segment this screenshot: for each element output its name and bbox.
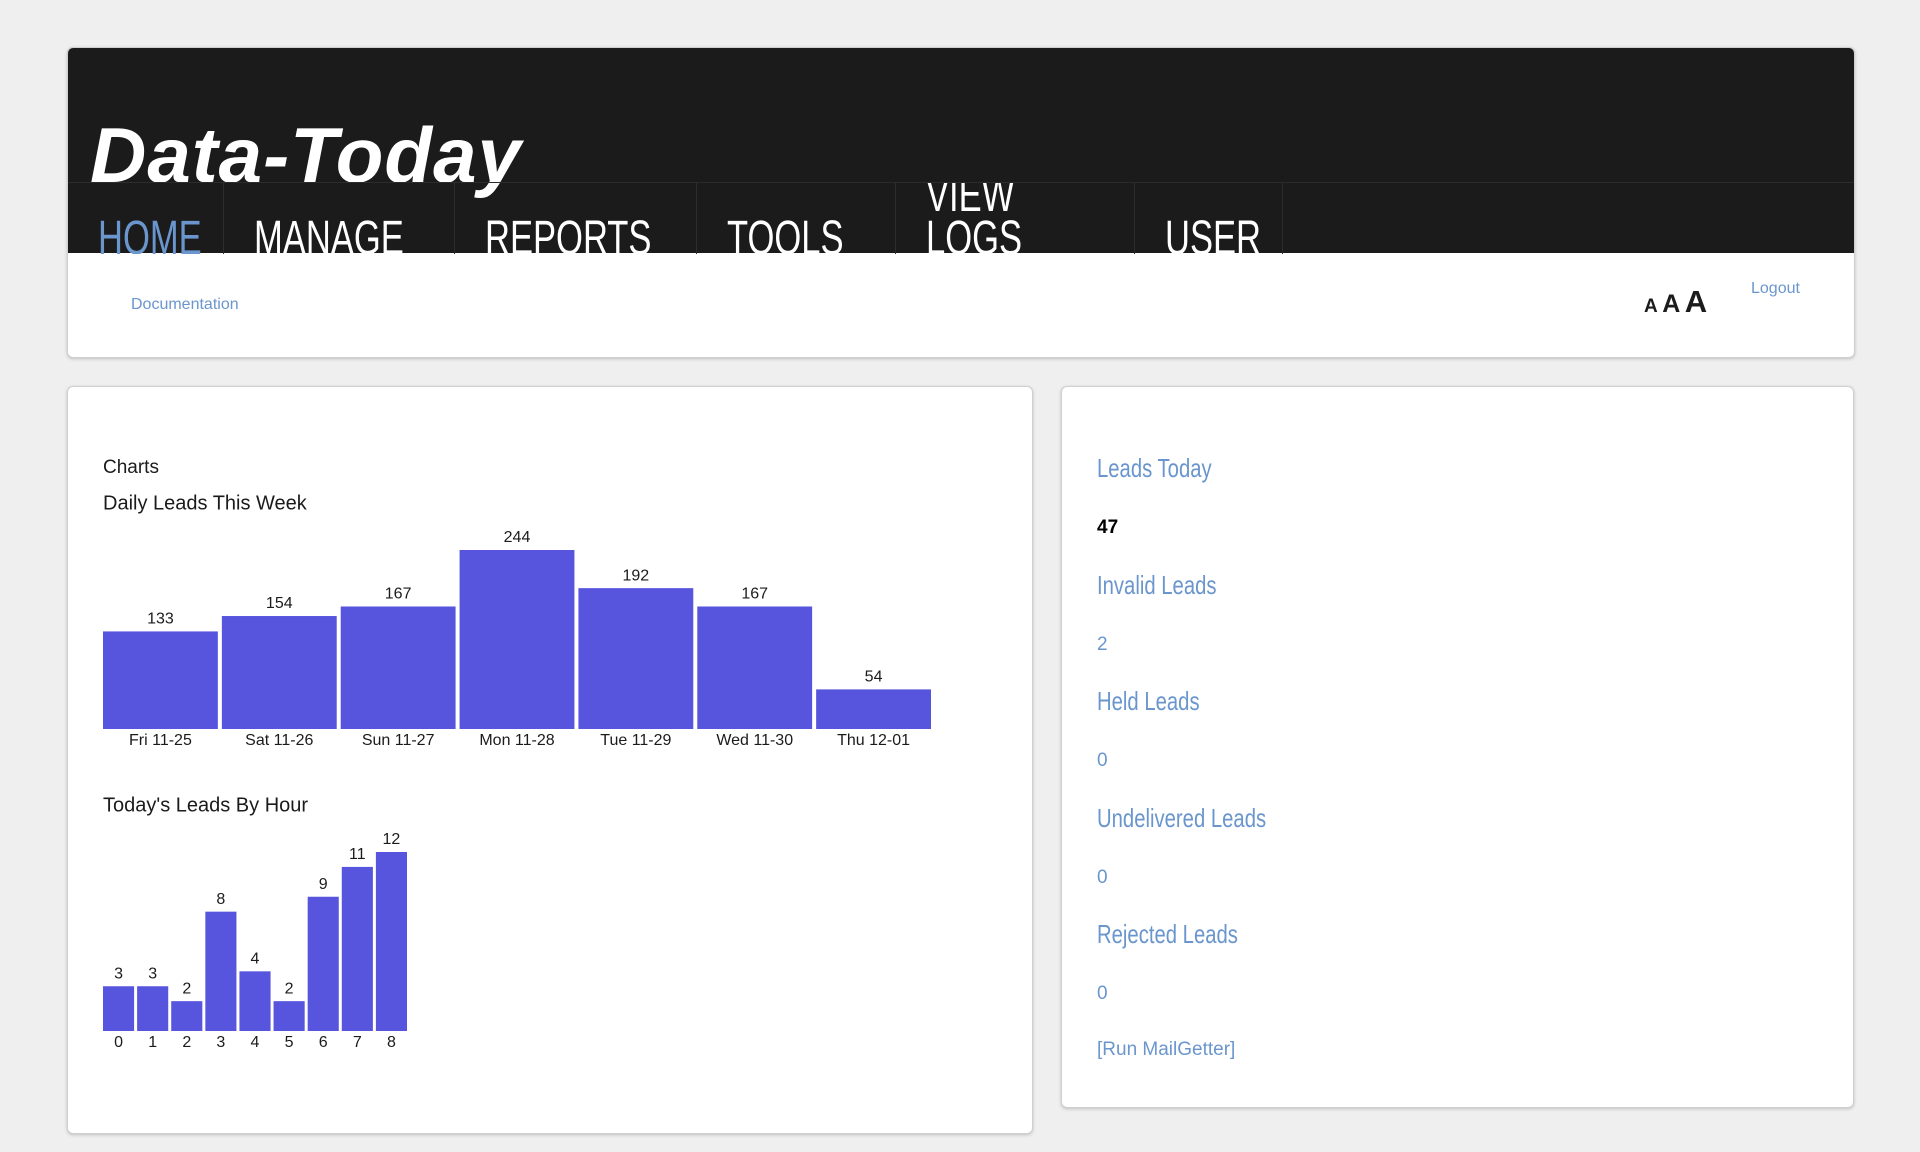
run-mailgetter-link[interactable]: [Run MailGetter] (1097, 1039, 1236, 1060)
stat-label[interactable]: Leads Today (1097, 453, 1212, 483)
font-medium[interactable]: A (1662, 290, 1681, 318)
nav-item[interactable]: REPORTS (455, 183, 697, 254)
stat-label[interactable]: Rejected Leads (1097, 919, 1238, 949)
nav-label: TOOLS (727, 211, 844, 254)
nav-bar: HOME MANAGE REPORTS TOOLS VIEW LOGS USER (68, 182, 1854, 254)
nav-item[interactable]: HOME (68, 183, 224, 254)
charts-heading: Charts (103, 457, 159, 478)
font-large[interactable]: A (1684, 284, 1708, 319)
nav-label: VIEW LOGS (926, 183, 1023, 254)
nav-item[interactable]: USER (1135, 183, 1283, 254)
documentation-link[interactable]: Documentation (131, 296, 239, 313)
nav-label: REPORTS (485, 211, 652, 254)
header-bar: Data-Today HOME MANAGE REPORTS TOOLS VIE… (68, 48, 1854, 254)
charts-panel: Charts (67, 386, 1033, 1134)
stat-value: 2 (1097, 633, 1108, 655)
logout-link[interactable]: Logout (1751, 280, 1800, 297)
stat-value: 0 (1097, 866, 1108, 888)
stats-panel: Leads Today 47 Invalid Leads 2 Held Leads 0 Un… (1061, 386, 1854, 1108)
nav-item[interactable]: TOOLS (697, 183, 896, 254)
stat-value: 0 (1097, 983, 1108, 1004)
nav-item[interactable]: VIEW LOGS (896, 183, 1135, 254)
stat-value: 47 (1097, 517, 1119, 538)
stat-label[interactable]: Invalid Leads (1097, 569, 1217, 600)
nav-label: HOME (98, 211, 202, 254)
header: Data-Today HOME MANAGE REPORTS TOOLS VIE… (67, 47, 1855, 358)
font-size-controls: A A A (1644, 284, 1707, 320)
nav-item[interactable]: MANAGE (224, 183, 455, 254)
stat-value: 0 (1097, 750, 1108, 771)
site-title: Data-Today (90, 111, 522, 199)
stat-label[interactable]: Held Leads (1097, 686, 1200, 716)
nav-label: USER (1165, 211, 1262, 254)
stat-label[interactable]: Undelivered Leads (1097, 802, 1267, 833)
nav-label: MANAGE (254, 211, 404, 254)
font-small[interactable]: A (1644, 296, 1658, 317)
